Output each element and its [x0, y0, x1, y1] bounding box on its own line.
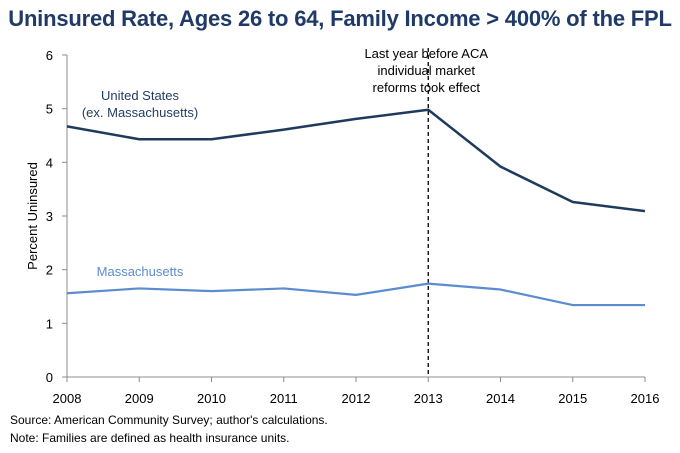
y-tick-label: 5	[46, 102, 53, 117]
y-tick-label: 1	[46, 316, 53, 331]
data-point	[211, 290, 213, 292]
series-line-massachusetts	[66, 282, 645, 307]
data-point	[644, 304, 646, 306]
y-tick-label: 0	[46, 370, 53, 385]
data-point	[644, 210, 646, 212]
x-tick-label: 2009	[125, 391, 154, 406]
data-point	[355, 294, 357, 296]
data-point	[572, 201, 574, 203]
y-tick-label: 4	[46, 155, 53, 170]
x-tick-label: 2010	[197, 391, 226, 406]
data-point	[66, 292, 68, 294]
x-tick-label: 2008	[53, 391, 82, 406]
y-tick-label: 6	[46, 48, 53, 63]
data-point	[138, 288, 140, 290]
series-label: (ex. Massachusetts)	[82, 105, 198, 120]
data-point	[500, 166, 502, 168]
data-point	[66, 126, 68, 128]
series-line-united-states	[66, 108, 646, 213]
note-footnote: Note: Families are defined as health ins…	[10, 431, 290, 445]
chart-title: Uninsured Rate, Ages 26 to 64, Family In…	[8, 6, 672, 31]
data-point	[283, 288, 285, 290]
data-point	[138, 138, 140, 140]
y-tick-label: 2	[46, 263, 53, 278]
x-tick-label: 2014	[486, 391, 515, 406]
x-tick-label: 2016	[631, 391, 660, 406]
x-tick-label: 2011	[270, 391, 298, 406]
y-axis-title: Percent Uninsured	[25, 162, 40, 270]
y-tick-label: 3	[46, 209, 53, 224]
series-label: Massachusetts	[97, 264, 184, 279]
data-point	[572, 304, 574, 306]
x-tick-label: 2013	[414, 391, 443, 406]
data-point	[427, 283, 429, 285]
data-point	[211, 138, 213, 140]
x-tick-label: 2012	[342, 391, 371, 406]
x-tick-label: 2015	[558, 391, 587, 406]
data-point	[355, 118, 357, 120]
annotation-text-line: reforms took effect	[373, 80, 481, 95]
source-footnote: Source: American Community Survey; autho…	[10, 413, 328, 427]
annotation-text-line: Last year before ACA	[364, 46, 488, 61]
series-label: United States	[101, 88, 180, 103]
data-point	[500, 289, 502, 291]
data-point	[283, 129, 285, 131]
annotation-text-line: individual market	[377, 63, 475, 78]
data-point	[427, 109, 429, 111]
